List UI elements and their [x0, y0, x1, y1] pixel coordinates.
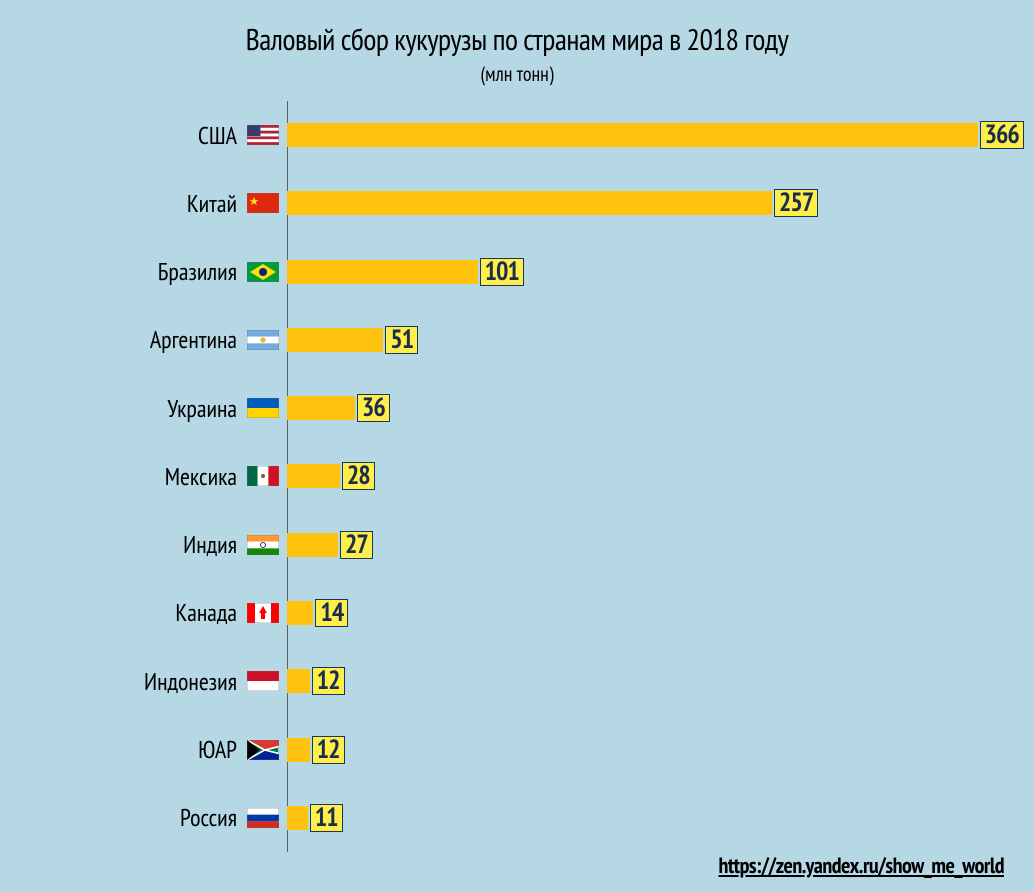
- bar: 51: [287, 328, 383, 352]
- bar: 28: [287, 464, 340, 488]
- flag-cell: [245, 807, 281, 829]
- flag-indonesia-icon: [247, 671, 279, 691]
- value-label: 101: [480, 258, 524, 286]
- flag-south_africa-icon: [247, 740, 279, 760]
- value-label: 14: [315, 599, 348, 627]
- country-label: Канада: [30, 597, 245, 628]
- bar-cell: 14: [281, 579, 1004, 647]
- value-label: 36: [357, 394, 390, 422]
- bar-row: Россия 11: [30, 784, 1004, 852]
- flag-argentina-icon: [247, 330, 279, 350]
- bar: 12: [287, 669, 310, 693]
- bar-cell: 366: [281, 101, 1004, 169]
- flag-cell: [245, 534, 281, 556]
- country-label: Россия: [30, 802, 245, 833]
- bar-row: Китай 257: [30, 169, 1004, 237]
- value-label: 257: [774, 189, 818, 217]
- bar-row: Украина 36: [30, 374, 1004, 442]
- bar-cell: 257: [281, 169, 1004, 237]
- value-label: 51: [385, 326, 418, 354]
- flag-ukraine-icon: [247, 398, 279, 418]
- bar: 36: [287, 396, 355, 420]
- bar-row: Мексика 28: [30, 442, 1004, 510]
- bar-cell: 11: [281, 784, 1004, 852]
- flag-brazil-icon: [247, 262, 279, 282]
- bars-area: США 366 Китай 257 Бразилия 101 Аргентина 51 Укра…: [30, 101, 1004, 852]
- value-label: 27: [340, 531, 373, 559]
- value-label: 12: [312, 667, 345, 695]
- value-label: 11: [310, 804, 343, 832]
- flag-mexico-icon: [247, 466, 279, 486]
- flag-cell: [245, 739, 281, 761]
- bar: 101: [287, 260, 478, 284]
- bar: 257: [287, 191, 772, 215]
- bar-cell: 12: [281, 715, 1004, 783]
- country-label: Индонезия: [30, 666, 245, 697]
- country-label: США: [30, 120, 245, 151]
- chart-title: Валовый сбор кукурузы по странам мира в …: [30, 20, 1004, 59]
- chart-subtitle: (млн тонн): [30, 61, 1004, 87]
- flag-cell: [245, 124, 281, 146]
- flag-cell: [245, 329, 281, 351]
- value-label: 28: [342, 462, 375, 490]
- country-label: ЮАР: [30, 734, 245, 765]
- bar-row: Канада 14: [30, 579, 1004, 647]
- flag-china-icon: [247, 193, 279, 213]
- flag-india-icon: [247, 535, 279, 555]
- country-label: Мексика: [30, 461, 245, 492]
- source-link[interactable]: https://zen.yandex.ru/show_me_world: [719, 852, 1004, 880]
- chart-container: Валовый сбор кукурузы по странам мира в …: [0, 0, 1034, 892]
- country-label: Украина: [30, 393, 245, 424]
- bar-row: Индия 27: [30, 511, 1004, 579]
- bar-row: ЮАР 12: [30, 715, 1004, 783]
- bar-cell: 27: [281, 511, 1004, 579]
- bar-row: Индонезия 12: [30, 647, 1004, 715]
- bar: 27: [287, 533, 338, 557]
- bar-row: Аргентина 51: [30, 306, 1004, 374]
- bar-row: Бразилия 101: [30, 238, 1004, 306]
- value-label: 12: [312, 736, 345, 764]
- value-label: 366: [980, 121, 1024, 149]
- bar: 11: [287, 806, 308, 830]
- country-label: Аргентина: [30, 324, 245, 355]
- flag-cell: [245, 670, 281, 692]
- flag-cell: [245, 465, 281, 487]
- bar: 12: [287, 738, 310, 762]
- flag-cell: [245, 261, 281, 283]
- flag-usa-icon: [247, 125, 279, 145]
- flag-russia-icon: [247, 808, 279, 828]
- bar-cell: 36: [281, 374, 1004, 442]
- bar-cell: 51: [281, 306, 1004, 374]
- country-label: Индия: [30, 529, 245, 560]
- bar-cell: 28: [281, 442, 1004, 510]
- bar: 14: [287, 601, 313, 625]
- flag-canada-icon: [247, 603, 279, 623]
- flag-cell: [245, 192, 281, 214]
- bar: 366: [287, 123, 978, 147]
- bar-cell: 12: [281, 647, 1004, 715]
- flag-cell: [245, 602, 281, 624]
- flag-cell: [245, 397, 281, 419]
- bar-row: США 366: [30, 101, 1004, 169]
- bar-cell: 101: [281, 238, 1004, 306]
- country-label: Китай: [30, 188, 245, 219]
- country-label: Бразилия: [30, 256, 245, 287]
